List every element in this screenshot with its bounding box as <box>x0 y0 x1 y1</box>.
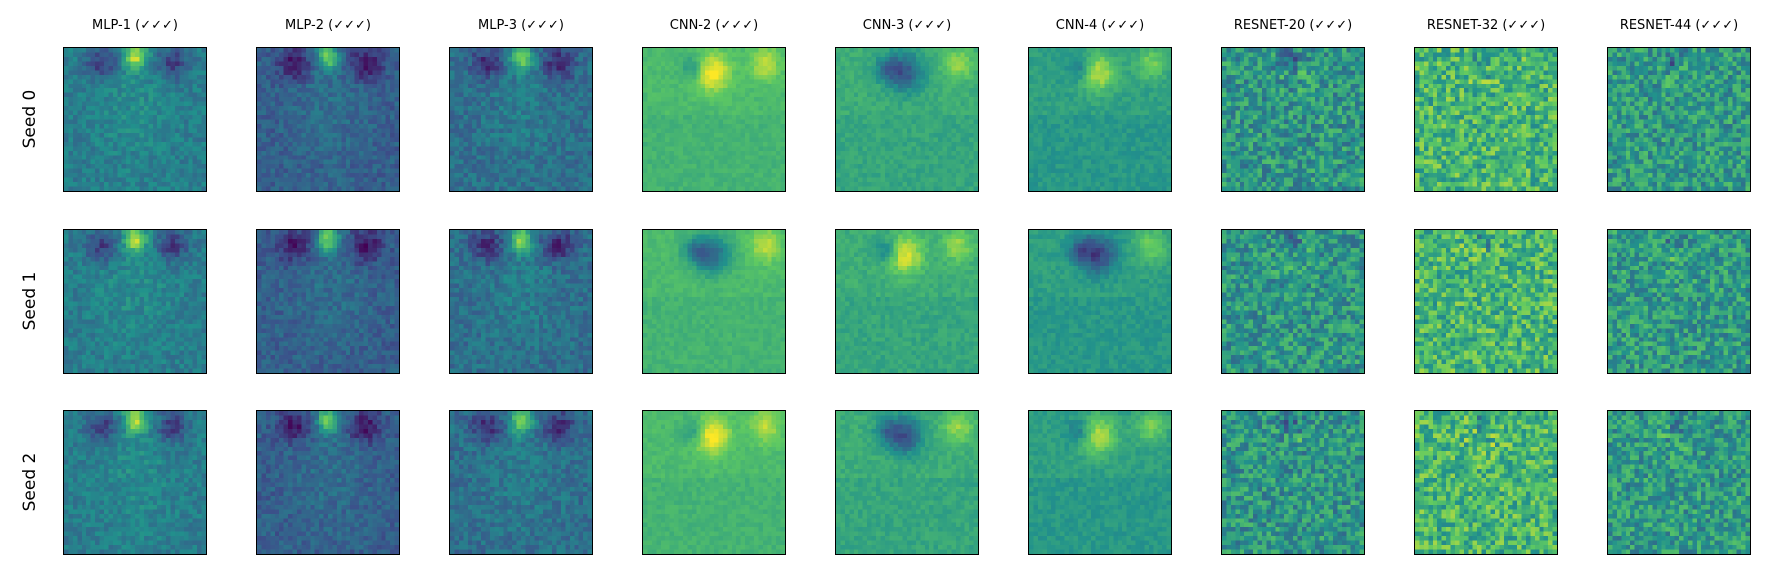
column-title: CNN-4 (✓✓✓) <box>1055 18 1145 33</box>
saliency-panel <box>1028 229 1172 374</box>
saliency-panel <box>1607 410 1751 555</box>
saliency-panel <box>1414 229 1558 374</box>
saliency-panel <box>449 229 593 374</box>
saliency-heatmap-image <box>836 230 978 373</box>
saliency-heatmap-image <box>643 48 785 191</box>
saliency-panel <box>642 229 786 374</box>
saliency-heatmap-image <box>257 230 399 373</box>
saliency-heatmap-image <box>64 230 206 373</box>
saliency-heatmap-image <box>836 48 978 191</box>
saliency-panel <box>835 229 979 374</box>
saliency-heatmap-image <box>1029 411 1171 554</box>
saliency-heatmap-image <box>1222 48 1364 191</box>
saliency-panel <box>1414 47 1558 192</box>
column-title: RESNET-20 (✓✓✓) <box>1233 18 1353 33</box>
saliency-heatmap-image <box>1608 48 1750 191</box>
saliency-heatmap-image <box>643 230 785 373</box>
saliency-heatmap-image <box>836 411 978 554</box>
saliency-panel <box>256 47 400 192</box>
saliency-panel <box>449 47 593 192</box>
column-title: RESNET-32 (✓✓✓) <box>1426 18 1546 33</box>
saliency-panel <box>1607 229 1751 374</box>
saliency-heatmap-image <box>257 411 399 554</box>
saliency-heatmap-image <box>1608 411 1750 554</box>
saliency-heatmap-image <box>450 48 592 191</box>
saliency-heatmap-image <box>1029 48 1171 191</box>
saliency-heatmap-image <box>450 230 592 373</box>
row-label: Seed 0 <box>20 89 40 149</box>
saliency-panel <box>1414 410 1558 555</box>
saliency-heatmap-image <box>257 48 399 191</box>
saliency-heatmap-image <box>64 411 206 554</box>
saliency-heatmap-image <box>450 411 592 554</box>
saliency-heatmap-image <box>64 48 206 191</box>
column-title: RESNET-44 (✓✓✓) <box>1619 18 1739 33</box>
saliency-panel <box>1221 410 1365 555</box>
saliency-panel <box>1607 47 1751 192</box>
saliency-panel <box>835 47 979 192</box>
saliency-heatmap-image <box>1415 48 1557 191</box>
saliency-heatmap-image <box>1608 230 1750 373</box>
saliency-heatmap-image <box>643 411 785 554</box>
row-label: Seed 1 <box>20 271 40 331</box>
column-title: MLP-3 (✓✓✓) <box>478 18 564 33</box>
saliency-panel <box>256 229 400 374</box>
saliency-panel <box>449 410 593 555</box>
saliency-heatmap-image <box>1222 230 1364 373</box>
saliency-panel <box>63 410 207 555</box>
saliency-heatmap-image <box>1415 230 1557 373</box>
saliency-panel <box>63 229 207 374</box>
saliency-panel <box>1221 47 1365 192</box>
row-label: Seed 2 <box>20 452 40 512</box>
saliency-panel <box>835 410 979 555</box>
saliency-panel <box>1028 47 1172 192</box>
saliency-panel <box>1221 229 1365 374</box>
column-title: MLP-2 (✓✓✓) <box>285 18 371 33</box>
saliency-panel <box>63 47 207 192</box>
column-title: MLP-1 (✓✓✓) <box>92 18 178 33</box>
saliency-panel <box>642 47 786 192</box>
saliency-heatmap-image <box>1415 411 1557 554</box>
saliency-panel <box>256 410 400 555</box>
saliency-heatmap-image <box>1029 230 1171 373</box>
saliency-panel <box>1028 410 1172 555</box>
saliency-panel <box>642 410 786 555</box>
column-title: CNN-2 (✓✓✓) <box>669 18 759 33</box>
saliency-heatmap-image <box>1222 411 1364 554</box>
column-title: CNN-3 (✓✓✓) <box>862 18 952 33</box>
